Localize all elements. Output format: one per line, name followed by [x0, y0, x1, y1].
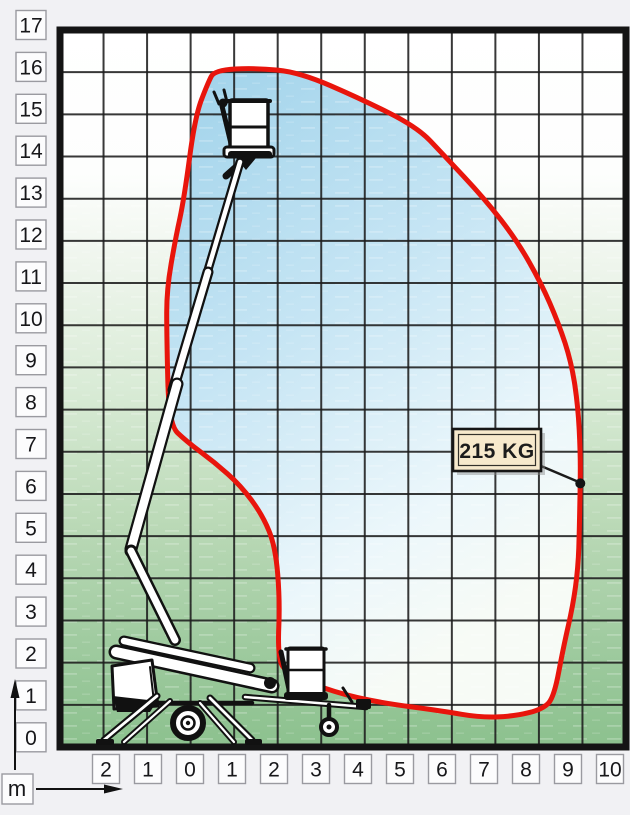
x-axis-label-box: [133, 753, 163, 785]
x-axis-label: 1: [142, 759, 154, 782]
x-axis-label-box: [511, 753, 541, 785]
unit-label: m: [8, 776, 26, 801]
y-axis-label-box: [15, 135, 47, 166]
x-axis-label: 7: [478, 759, 490, 782]
load-label-leader-line: [540, 464, 578, 483]
y-axis-label: 7: [25, 434, 37, 457]
x-axis-label-box: [217, 753, 247, 785]
machine-basket-stowed: [278, 646, 328, 700]
y-axis-label-box: [15, 51, 47, 83]
y-direction-arrow-icon: [10, 679, 20, 770]
y-axis-label: 12: [19, 224, 42, 247]
y-axis-label-box: [15, 554, 47, 585]
y-axis-label-box: [15, 428, 47, 460]
y-axis-label: 3: [25, 601, 37, 624]
y-axis-label: 8: [25, 392, 37, 415]
x-axis-label-box: [427, 753, 457, 785]
y-axis-label-box: [15, 219, 47, 250]
x-direction-arrow-icon: [36, 784, 123, 794]
y-axis-label: 13: [19, 182, 42, 205]
y-axis-label-box: [15, 596, 47, 627]
y-axis-label-box: [15, 512, 47, 543]
x-axis-label: 5: [394, 759, 406, 782]
plot-border: [56, 26, 630, 751]
x-axis-label: 8: [520, 759, 532, 782]
y-axis-label-box: [15, 470, 47, 502]
y-axis-label-box: [15, 303, 47, 334]
y-axis-label-box: [15, 177, 47, 208]
y-axis-label-box: [15, 9, 47, 41]
texture-overlay: [60, 30, 626, 747]
y-axis-label: 0: [25, 727, 37, 750]
machine-lower-arm: [124, 544, 181, 646]
x-axis-label: 3: [310, 759, 322, 782]
y-axis-label-box: [15, 386, 47, 418]
machine-basket-elevated: [212, 88, 276, 170]
x-axis-label-box: [343, 753, 373, 785]
x-axis-label: 2: [100, 759, 112, 782]
x-axis: 2 1 0 1 2 3 4 5 6 7 8 9 10: [91, 753, 625, 785]
y-axis-label: 1: [25, 685, 37, 708]
x-axis-label: 4: [352, 759, 364, 782]
y-axis-label-box: [15, 638, 47, 669]
y-axis-label: 11: [20, 266, 42, 289]
x-axis-label-box: [385, 753, 415, 785]
plot-area: [56, 26, 630, 751]
x-axis-label: 2: [268, 759, 280, 782]
machine-telescopic-boom: [124, 156, 248, 556]
axis-unit-legend: m: [1, 679, 123, 805]
y-axis-label: 10: [19, 308, 42, 331]
y-axis-label-box: [15, 261, 47, 292]
x-axis-label-box: [553, 753, 583, 785]
x-axis-label-box: [595, 753, 625, 785]
y-axis-label-box: [15, 345, 47, 376]
x-axis-label: 0: [184, 759, 196, 782]
x-axis-label-box: [259, 753, 289, 785]
x-axis-label: 9: [562, 759, 574, 782]
load-capacity-label: 215 KG: [451, 427, 578, 483]
load-label-inner-border: [457, 433, 537, 467]
x-axis-label: 1: [226, 759, 238, 782]
y-axis-label: 16: [19, 56, 42, 79]
x-axis-label: 6: [436, 759, 448, 782]
machine-outriggers: [96, 692, 262, 745]
x-axis-label: 10: [598, 759, 621, 782]
x-axis-label-box: [301, 753, 331, 785]
machine-trailer: [96, 635, 371, 745]
x-axis-label-box: [91, 753, 121, 785]
y-axis-label: 17: [19, 15, 42, 38]
load-point-marker: [575, 478, 586, 489]
unit-label-box: [1, 773, 34, 805]
load-label-box: [451, 427, 543, 473]
load-label-text: 215 KG: [459, 440, 534, 463]
y-axis-label: 6: [25, 475, 37, 498]
machine-illustration: [96, 88, 371, 745]
y-axis-label-box: [15, 93, 47, 125]
y-axis-label: 4: [25, 559, 37, 582]
y-axis-label: 14: [19, 140, 43, 163]
y-axis-label: 2: [25, 643, 37, 666]
y-axis-label: 5: [25, 517, 37, 540]
x-axis-label-box: [175, 753, 205, 785]
y-axis-label: 9: [25, 350, 37, 373]
x-axis-label-box: [469, 753, 499, 785]
y-axis-label: 15: [19, 98, 42, 121]
